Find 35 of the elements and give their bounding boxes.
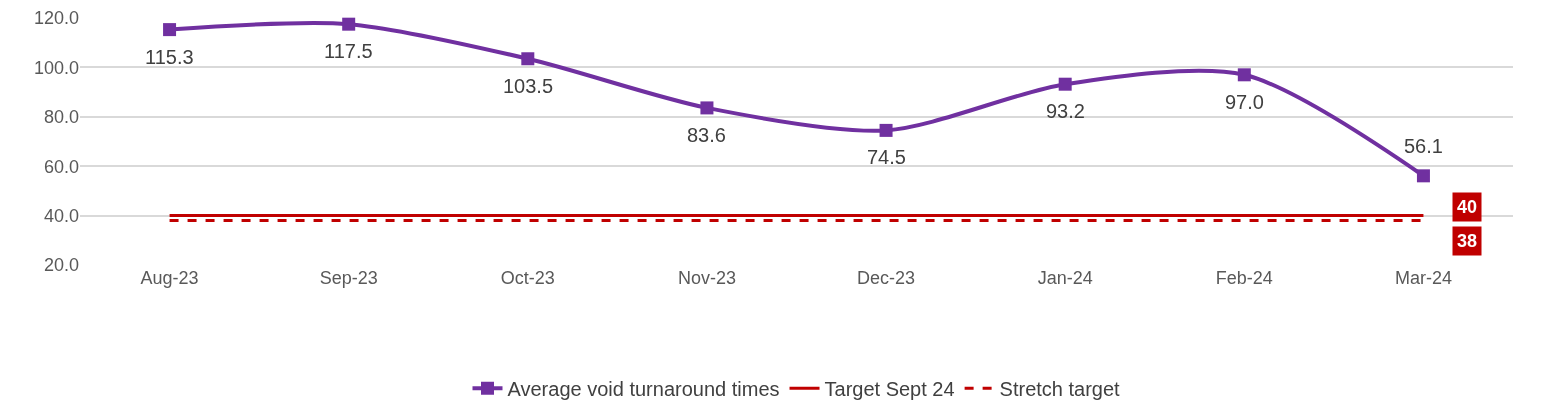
data-label: 83.6	[687, 124, 726, 146]
data-label: 40	[1457, 197, 1478, 217]
x-tick-label: Feb-24	[1215, 268, 1273, 288]
point	[700, 101, 714, 115]
y-tick-label: 40.0	[43, 205, 79, 226]
point	[342, 17, 356, 31]
x-tick-label: Oct-23	[500, 268, 555, 288]
legend-label: Target Sept 24	[824, 378, 955, 401]
legend-label: Stretch target	[999, 378, 1121, 401]
y-tick-label: 60.0	[43, 156, 79, 177]
y-tick-label: 20.0	[43, 255, 79, 276]
y-tick-label: 80.0	[43, 107, 79, 128]
data-label: 38	[1457, 231, 1478, 251]
point	[1416, 169, 1430, 183]
data-label: 56.1	[1404, 135, 1443, 157]
data-label: 93.2	[1046, 100, 1085, 122]
x-tick-label: Aug-23	[140, 268, 199, 288]
x-tick-label: Jan-24	[1037, 268, 1093, 288]
x-tick-label: Dec-23	[857, 268, 916, 288]
point	[163, 23, 177, 37]
x-tick-label: Nov-23	[677, 268, 736, 288]
point	[1237, 68, 1251, 82]
legend-label: Average void turnaround times	[507, 378, 780, 401]
data-label: 117.5	[324, 40, 373, 62]
point	[879, 123, 893, 137]
x-tick-label: Mar-24	[1394, 268, 1452, 288]
x-tick-label: Sep-23	[319, 268, 378, 288]
y-tick-label: 120.0	[33, 8, 79, 29]
data-label: 115.3	[145, 46, 194, 68]
data-label: 74.5	[867, 146, 906, 168]
data-label: 103.5	[503, 75, 554, 97]
point	[521, 52, 535, 66]
y-tick-label: 100.0	[33, 57, 79, 78]
point	[1058, 77, 1072, 91]
data-label: 97.0	[1225, 91, 1264, 113]
